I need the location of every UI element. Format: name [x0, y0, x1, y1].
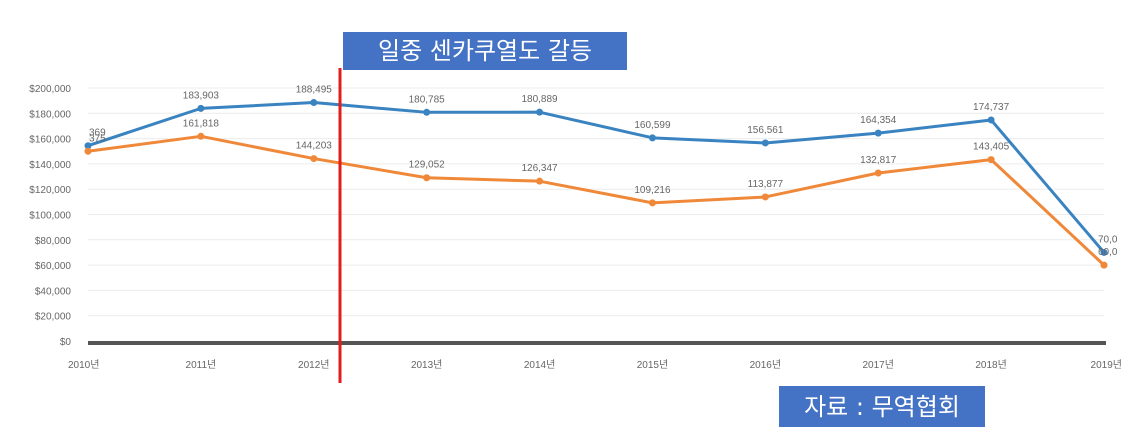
series-1-point [423, 108, 431, 116]
series-1-data-label: 70,0 [1098, 234, 1118, 245]
y-tick-label: $60,000 [35, 261, 72, 272]
series-1-data-label: 160,599 [634, 120, 671, 131]
y-tick-label: $200,000 [29, 84, 71, 95]
series-2-data-label: 129,052 [409, 160, 446, 171]
series-2-data-label: 60,0 [1098, 247, 1118, 258]
y-tick-label: $180,000 [29, 109, 71, 120]
series-2-data-label: 161,818 [183, 118, 220, 129]
series-2-data-label: 113,877 [748, 179, 784, 190]
x-tick-label: 2012년 [298, 359, 329, 371]
x-tick-label: 2018년 [975, 359, 1006, 371]
event-annotation-box: 일중 센카쿠열도 갈등 [343, 32, 627, 70]
series-2-point [423, 174, 431, 182]
y-tick-label: $160,000 [29, 135, 71, 146]
series-2-point [197, 132, 205, 140]
series-1-data-label: 164,354 [860, 115, 897, 126]
x-tick-label: 2017년 [862, 359, 893, 371]
y-tick-label: $140,000 [29, 160, 71, 171]
series-1-point [84, 142, 92, 150]
series-2-point [874, 169, 882, 177]
series-2-point [310, 155, 318, 163]
series-1-data-label: 188,495 [296, 85, 333, 96]
y-tick-label: $80,000 [35, 236, 72, 247]
event-annotation-text: 일중 센카쿠열도 갈등 [378, 37, 592, 65]
series-2-line [87, 134, 1106, 267]
series-1-point [987, 116, 995, 124]
x-tick-label: 2016년 [750, 359, 781, 371]
series-2-data-label: 126,347 [521, 163, 558, 174]
series-2-data-label: 144,203 [296, 141, 333, 152]
x-tick-label: 2019년 [1091, 359, 1122, 371]
series-1-point [648, 134, 656, 142]
data-labels: 369 183,903 188,495 180,785 180,889 160,599 15… [89, 85, 1118, 259]
x-tick-label: 2015년 [637, 359, 668, 371]
series-2-point [84, 147, 92, 155]
series-1-point [197, 104, 205, 112]
x-tick-label: 2010년 [68, 359, 99, 371]
series-2-point [987, 156, 995, 164]
series-1-data-label: 174,737 [973, 102, 1010, 113]
y-axis-tick-labels: $0 $20,000 $40,000 $60,000 $80,000 $100,000 $1… [29, 84, 71, 348]
x-axis-tick-labels: 2010년 2011년 2012년 2013년 2014년 2015년 2016년 2017년… [68, 359, 1122, 371]
series-2-point [648, 199, 656, 207]
series-2-point [536, 177, 544, 185]
y-tick-label: $20,000 [35, 312, 72, 323]
y-tick-label: $40,000 [35, 286, 72, 297]
y-tick-label: $120,000 [29, 185, 71, 196]
y-tick-label: $0 [60, 337, 72, 348]
x-tick-label: 2013년 [411, 359, 442, 371]
series-1-data-label: 183,903 [183, 90, 220, 101]
series-2-data-label: 375 [89, 133, 106, 144]
source-annotation-box: 자료 : 무역협회 [779, 386, 985, 427]
series-1-point [761, 139, 769, 147]
series-1-data-label: 180,785 [409, 94, 446, 105]
series-2-data-label: 132,817 [860, 155, 897, 166]
x-tick-label: 2011년 [186, 359, 217, 371]
series-2-data-label: 143,405 [973, 142, 1010, 153]
series-2-point [1100, 261, 1108, 269]
series-2-data-label: 109,216 [634, 185, 671, 196]
series-1-point [874, 129, 882, 137]
source-annotation-text: 자료 : 무역협회 [804, 392, 960, 421]
series-lines [84, 99, 1108, 269]
series-1-point [536, 108, 544, 116]
series-1-data-label: 369 [89, 128, 106, 139]
series-1-point [310, 99, 318, 107]
series-1-data-label: 180,889 [521, 94, 558, 105]
y-tick-label: $100,000 [29, 211, 71, 222]
grid-lines [88, 87, 1106, 345]
x-tick-label: 2014년 [524, 359, 555, 371]
series-1-line [87, 101, 1106, 254]
series-1-data-label: 156,561 [747, 125, 784, 136]
series-2-point [761, 193, 769, 201]
series-1-point [1100, 248, 1108, 256]
